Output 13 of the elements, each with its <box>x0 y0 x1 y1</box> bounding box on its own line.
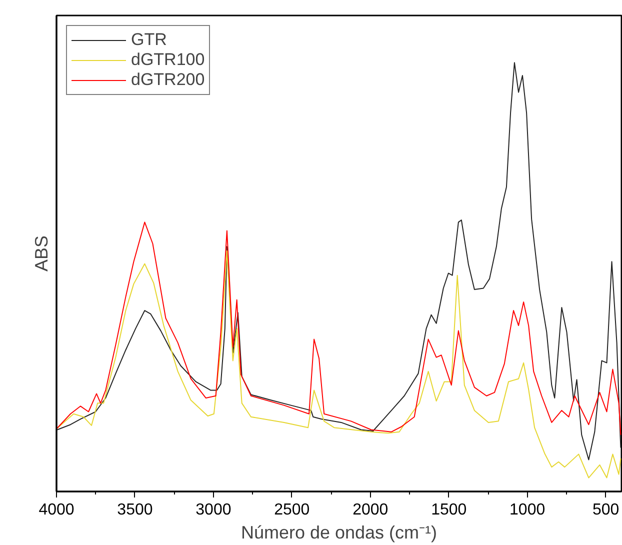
x-axis-title: Número de ondas (cm⁻¹) <box>240 522 438 542</box>
x-tick-label: 2500 <box>274 502 310 518</box>
legend-label: dGTR100 <box>131 50 205 70</box>
x-tick-label: 2000 <box>352 502 388 518</box>
legend-label: dGTR200 <box>131 70 205 90</box>
legend-label: GTR <box>131 30 167 50</box>
y-axis-title: ABS <box>32 235 52 272</box>
x-tick-label: 4000 <box>38 502 74 518</box>
x-tick-label: 3500 <box>117 502 153 518</box>
x-tick-label: 3000 <box>196 502 232 518</box>
x-tick-label: 1000 <box>510 502 546 518</box>
x-tick-label: 500 <box>592 502 620 518</box>
x-tick-label: 1500 <box>431 502 467 518</box>
